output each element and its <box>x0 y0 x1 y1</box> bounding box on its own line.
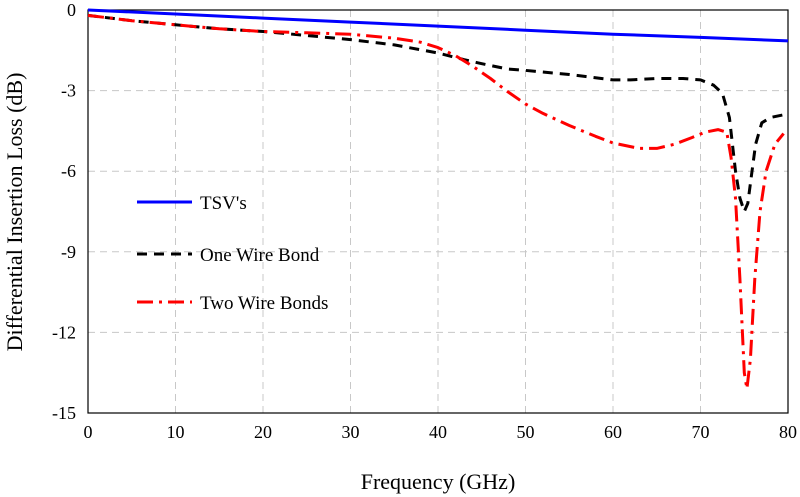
legend: TSV's One Wire Bond Two Wire Bonds <box>137 193 328 314</box>
x-tick-label: 40 <box>429 422 447 442</box>
y-tick-label: -12 <box>52 322 76 342</box>
x-tick-label: 10 <box>167 422 185 442</box>
y-tick-label: 0 <box>67 0 76 20</box>
series-layer <box>87 8 789 391</box>
legend-label-one-wire-bond: One Wire Bond <box>200 245 320 266</box>
x-tick-label: 80 <box>779 422 797 442</box>
x-tick-label: 60 <box>604 422 622 442</box>
x-tick-label: 70 <box>692 422 710 442</box>
x-axis-title: Frequency (GHz) <box>361 469 516 494</box>
gridlines <box>88 10 788 413</box>
y-tick-label: -15 <box>52 403 76 423</box>
x-tick-label: 30 <box>342 422 360 442</box>
y-tick-label: -3 <box>61 81 76 101</box>
plot-area-frame <box>87 9 789 414</box>
y-tick-label: -9 <box>61 242 76 262</box>
x-tick-label: 20 <box>254 422 272 442</box>
legend-label-two-wire-bonds: Two Wire Bonds <box>200 293 328 314</box>
series-line-two-wire-bonds <box>87 13 785 391</box>
y-axis-title: Differential Insertion Loss (dB) <box>2 73 27 352</box>
x-tick-label: 50 <box>517 422 535 442</box>
y-tick-label: -6 <box>61 161 76 181</box>
x-tick-label: 0 <box>84 422 93 442</box>
tick-labels: 0 10 20 30 40 50 60 70 80 0 -3 -6 -9 -12 -15 <box>52 0 797 442</box>
series-line-tsv-s <box>87 8 789 43</box>
legend-label-tsvs: TSV's <box>200 193 247 214</box>
series-line-one-wire-bond <box>87 13 784 213</box>
